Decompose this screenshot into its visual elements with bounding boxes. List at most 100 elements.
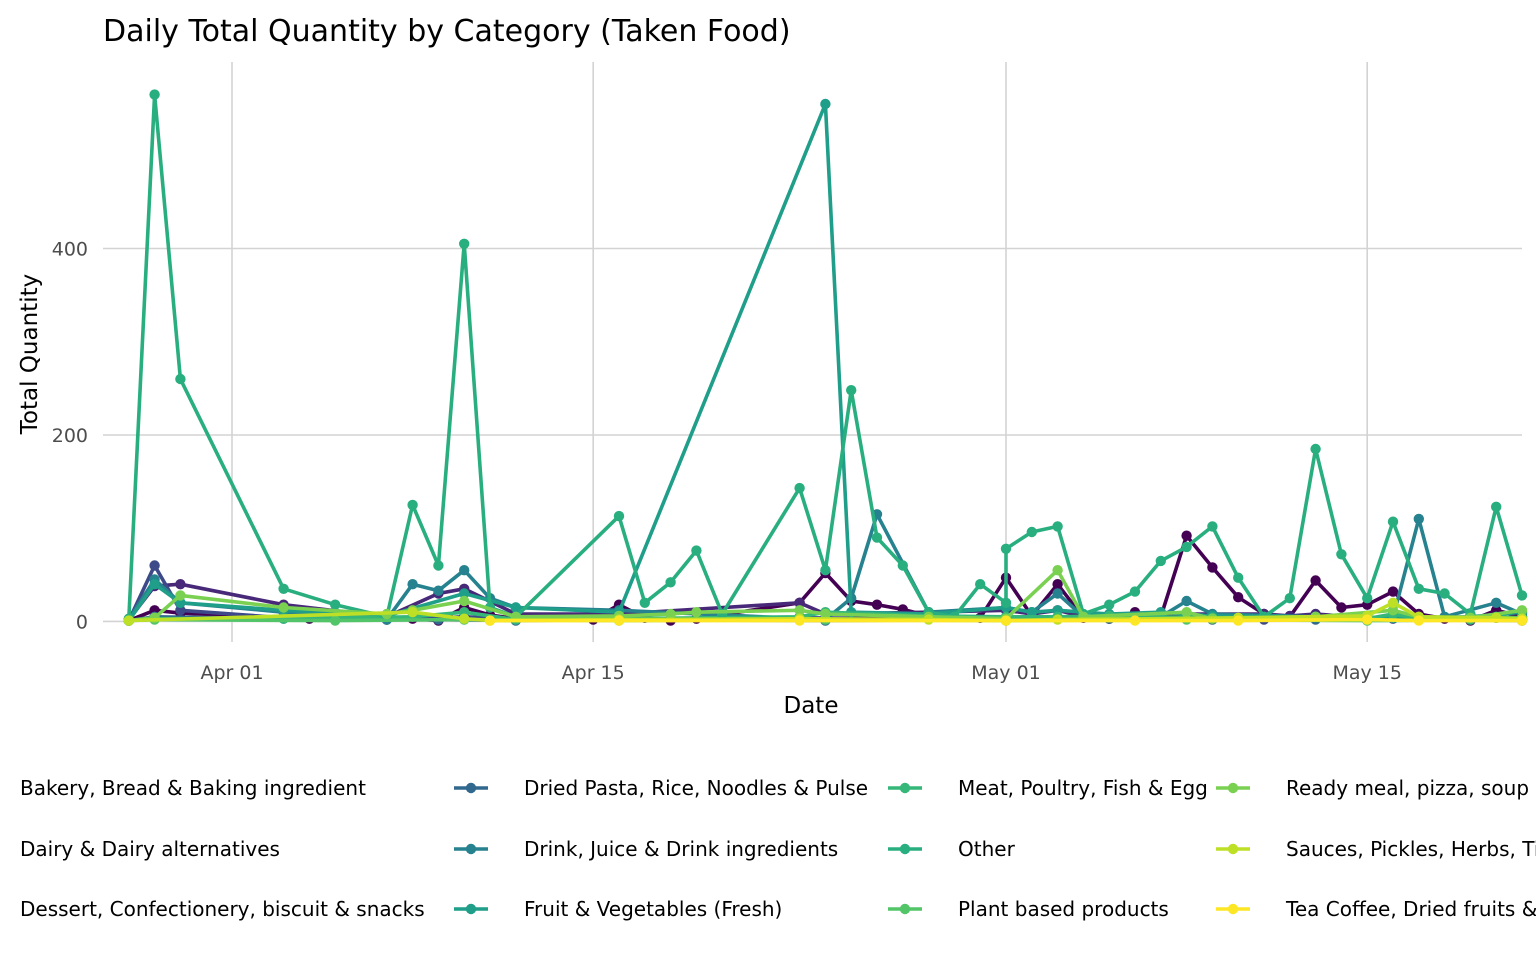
y-axis-ticks: 0 200 400 xyxy=(52,238,88,633)
data-point xyxy=(820,608,831,620)
data-point xyxy=(1362,614,1373,625)
data-point xyxy=(1310,575,1321,586)
data-point xyxy=(149,560,160,571)
data-point xyxy=(820,565,831,576)
legend-label: Bakery, Bread & Baking ingredient xyxy=(20,776,366,800)
data-point xyxy=(175,373,186,385)
data-point xyxy=(407,579,418,590)
data-point xyxy=(1129,615,1141,626)
data-point xyxy=(1052,521,1063,532)
legend-key-point xyxy=(899,782,911,794)
data-point xyxy=(1233,572,1244,583)
legend: Bakery, Bread & Baking ingredient Dairy &… xyxy=(20,776,1536,921)
data-point xyxy=(1181,607,1192,618)
legend-item: Bakery, Bread & Baking ingredient xyxy=(20,776,366,800)
data-point xyxy=(871,599,883,610)
data-point xyxy=(1387,597,1399,608)
x-tick-label: May 15 xyxy=(1332,662,1402,684)
legend-item: Dried Pasta, Rice, Noodles & Pulse xyxy=(454,776,868,800)
data-point xyxy=(1155,555,1167,567)
data-point xyxy=(613,615,625,626)
legend-key-point xyxy=(465,782,477,794)
data-point xyxy=(1336,602,1347,613)
data-point xyxy=(1026,607,1038,618)
data-point xyxy=(330,599,341,610)
data-point xyxy=(691,607,702,618)
data-point xyxy=(794,482,805,494)
x-tick-label: Apr 01 xyxy=(200,662,263,684)
data-point xyxy=(149,579,160,590)
series xyxy=(123,98,1528,626)
data-point xyxy=(1284,593,1296,604)
data-point xyxy=(794,615,805,626)
data-point xyxy=(794,605,805,616)
legend-label: Ready meal, pizza, soup & xyxy=(1286,776,1536,800)
x-tick-label: Apr 15 xyxy=(562,662,625,684)
legend-item: Tea Coffee, Dried fruits & I xyxy=(1216,897,1536,921)
legend-label: Drink, Juice & Drink ingredients xyxy=(524,837,838,861)
data-point xyxy=(691,545,702,556)
y-tick-label: 400 xyxy=(52,238,88,260)
legend-item: Drink, Juice & Drink ingredients xyxy=(454,837,838,861)
data-point xyxy=(1516,615,1528,626)
legend-key-point xyxy=(465,903,477,915)
legend-label: Fruit & Vegetables (Fresh) xyxy=(524,897,782,921)
data-point xyxy=(484,615,496,626)
data-point xyxy=(665,577,676,588)
data-point xyxy=(433,560,444,571)
data-point xyxy=(278,583,289,594)
legend-label: Sauces, Pickles, Herbs, Ti xyxy=(1286,837,1536,861)
y-axis-title: Total Quantity xyxy=(17,274,43,435)
data-point xyxy=(1207,521,1218,532)
legend-key-point xyxy=(1227,782,1239,794)
chart-title: Daily Total Quantity by Category (Taken … xyxy=(103,14,791,49)
data-point xyxy=(1387,605,1399,616)
series-line xyxy=(127,92,1524,621)
data-point xyxy=(1000,597,1012,608)
data-point xyxy=(278,602,289,613)
data-point xyxy=(1181,595,1192,607)
legend-label: Dairy & Dairy alternatives xyxy=(20,837,280,861)
data-point xyxy=(1052,579,1063,590)
x-tick-label: May 01 xyxy=(971,662,1041,684)
data-point xyxy=(1207,562,1218,573)
gridlines xyxy=(103,62,1522,642)
legend-key-point xyxy=(1227,843,1239,855)
data-point xyxy=(1516,590,1528,601)
y-tick-label: 0 xyxy=(76,611,88,633)
data-point xyxy=(1387,516,1399,527)
legend-label: Other xyxy=(958,837,1016,861)
legend-key-point xyxy=(1227,903,1239,915)
legend-label: Plant based products xyxy=(958,897,1169,921)
data-point xyxy=(613,510,625,522)
data-point xyxy=(1233,592,1244,603)
legend-key-point xyxy=(899,903,911,915)
legend-item: Meat, Poultry, Fish & Egg xyxy=(888,776,1208,800)
data-point xyxy=(846,385,857,396)
data-point xyxy=(1129,586,1141,597)
data-point xyxy=(433,585,444,596)
data-point xyxy=(1181,530,1192,541)
data-point xyxy=(1439,588,1450,599)
data-point xyxy=(1181,541,1192,553)
data-point xyxy=(1336,549,1347,560)
data-point xyxy=(871,532,883,543)
data-point xyxy=(1000,543,1012,554)
y-tick-label: 200 xyxy=(52,425,88,447)
data-point xyxy=(1387,586,1399,597)
legend-item: Fruit & Vegetables (Fresh) xyxy=(454,897,782,921)
data-point xyxy=(407,499,418,511)
x-axis-title: Date xyxy=(784,693,839,719)
legend-item: Dairy & Dairy alternatives xyxy=(20,837,280,861)
data-point xyxy=(1491,597,1502,608)
x-axis-ticks: Apr 01 Apr 15 May 01 May 15 xyxy=(200,662,1401,684)
data-point xyxy=(639,597,650,608)
data-point xyxy=(123,615,134,626)
data-point xyxy=(975,579,986,590)
data-point xyxy=(1491,501,1502,512)
legend-item: Dessert, Confectionery, biscuit & snacks xyxy=(20,897,425,921)
data-point xyxy=(459,588,470,599)
data-point xyxy=(459,595,470,607)
data-point xyxy=(1026,526,1038,538)
